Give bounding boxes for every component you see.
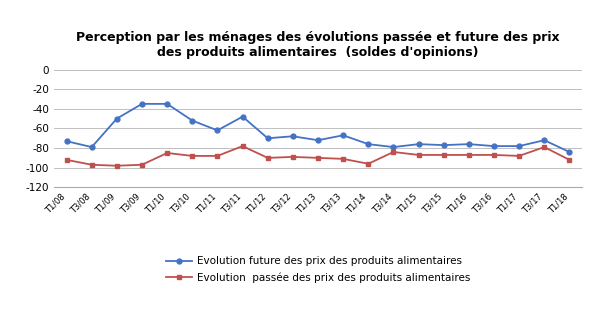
Evolution  passée des prix des produits alimentaires xyxy=(239,144,246,148)
Evolution  passée des prix des produits alimentaires xyxy=(440,153,448,157)
Evolution  passée des prix des produits alimentaires xyxy=(541,145,548,149)
Evolution future des prix des produits alimentaires xyxy=(164,102,171,106)
Evolution  passée des prix des produits alimentaires xyxy=(515,154,523,158)
Evolution  passée des prix des produits alimentaires xyxy=(289,155,296,159)
Evolution future des prix des produits alimentaires xyxy=(515,144,523,148)
Title: Perception par les ménages des évolutions passée et future des prix
des produits: Perception par les ménages des évolution… xyxy=(76,31,560,59)
Evolution  passée des prix des produits alimentaires xyxy=(340,157,347,161)
Evolution  passée des prix des produits alimentaires xyxy=(314,156,322,160)
Evolution  passée des prix des produits alimentaires xyxy=(164,151,171,155)
Evolution future des prix des produits alimentaires xyxy=(440,143,448,147)
Evolution future des prix des produits alimentaires xyxy=(465,142,472,146)
Evolution  passée des prix des produits alimentaires xyxy=(390,150,397,154)
Evolution future des prix des produits alimentaires xyxy=(214,129,221,132)
Evolution future des prix des produits alimentaires xyxy=(566,150,573,154)
Evolution future des prix des produits alimentaires xyxy=(390,145,397,149)
Evolution future des prix des produits alimentaires xyxy=(88,145,95,149)
Evolution  passée des prix des produits alimentaires xyxy=(415,153,422,157)
Evolution future des prix des produits alimentaires xyxy=(139,102,146,106)
Evolution  passée des prix des produits alimentaires xyxy=(365,162,372,166)
Evolution  passée des prix des produits alimentaires xyxy=(88,163,95,167)
Line: Evolution  passée des prix des produits alimentaires: Evolution passée des prix des produits a… xyxy=(64,144,572,168)
Evolution  passée des prix des produits alimentaires xyxy=(465,153,472,157)
Evolution future des prix des produits alimentaires xyxy=(314,138,322,142)
Evolution future des prix des produits alimentaires xyxy=(415,142,422,146)
Evolution  passée des prix des produits alimentaires xyxy=(63,158,70,162)
Evolution future des prix des produits alimentaires xyxy=(264,136,271,140)
Evolution  passée des prix des produits alimentaires xyxy=(264,156,271,160)
Evolution  passée des prix des produits alimentaires xyxy=(188,154,196,158)
Evolution  passée des prix des produits alimentaires xyxy=(139,163,146,167)
Evolution future des prix des produits alimentaires xyxy=(340,133,347,137)
Line: Evolution future des prix des produits alimentaires: Evolution future des prix des produits a… xyxy=(64,101,572,154)
Evolution future des prix des produits alimentaires xyxy=(239,115,246,119)
Evolution  passée des prix des produits alimentaires xyxy=(113,164,121,168)
Evolution  passée des prix des produits alimentaires xyxy=(490,153,497,157)
Evolution future des prix des produits alimentaires xyxy=(63,139,70,143)
Evolution future des prix des produits alimentaires xyxy=(541,138,548,142)
Evolution future des prix des produits alimentaires xyxy=(188,119,196,122)
Legend: Evolution future des prix des produits alimentaires, Evolution  passée des prix : Evolution future des prix des produits a… xyxy=(166,256,470,283)
Evolution  passée des prix des produits alimentaires xyxy=(214,154,221,158)
Evolution future des prix des produits alimentaires xyxy=(113,117,121,120)
Evolution  passée des prix des produits alimentaires xyxy=(566,158,573,162)
Evolution future des prix des produits alimentaires xyxy=(490,144,497,148)
Evolution future des prix des produits alimentaires xyxy=(365,142,372,146)
Evolution future des prix des produits alimentaires xyxy=(289,134,296,138)
